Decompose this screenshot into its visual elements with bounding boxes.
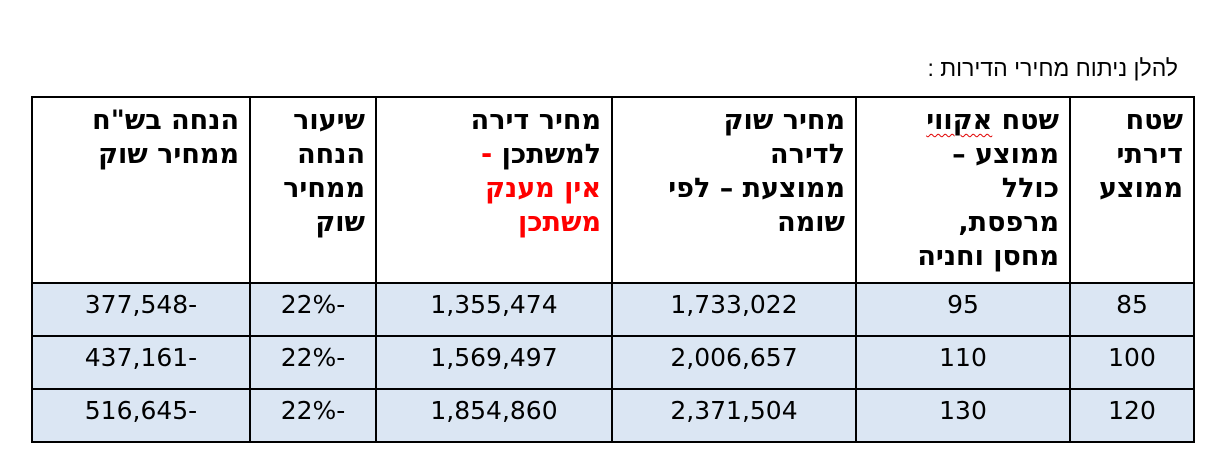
cell-rooms-area: 100 (1069, 335, 1195, 390)
cell-buyer-price: 1,355,474 (375, 282, 613, 337)
cell-discount-rate: -22% (249, 282, 377, 337)
cell-discount-nis: -516,645 (31, 388, 251, 443)
cell-market-price: 1,733,022 (611, 282, 857, 337)
cell-rooms-area: 85 (1069, 282, 1195, 337)
intro-caption: להלן ניתוח מחירי הדירות : (927, 55, 1178, 81)
table-header-row: שטח דירתי ממוצע שטח אקווי ממוצע – כולל מ… (31, 96, 1195, 284)
cell-market-price: 2,371,504 (611, 388, 857, 443)
header-average-area: שטח אקווי ממוצע – כולל מרפסת, מחסן וחניה (855, 96, 1071, 284)
cell-average-area: 130 (855, 388, 1071, 443)
header-discount-nis: הנחה בש"ח ממחיר שוק (31, 96, 251, 284)
spellcheck-underlined-word: אקווי (926, 105, 993, 136)
apartment-prices-table: שטח דירתי ממוצע שטח אקווי ממוצע – כולל מ… (31, 96, 1195, 443)
cell-average-area: 110 (855, 335, 1071, 390)
table-row: 85 95 1,733,022 1,355,474 -22% -377,548 (31, 282, 1195, 337)
cell-discount-rate: -22% (249, 388, 377, 443)
header-rooms-area: שטח דירתי ממוצע (1069, 96, 1195, 284)
cell-discount-nis: -437,161 (31, 335, 251, 390)
table-row: 100 110 2,006,657 1,569,497 -22% -437,16… (31, 335, 1195, 390)
cell-buyer-price: 1,569,497 (375, 335, 613, 390)
table-row: 120 130 2,371,504 1,854,860 -22% -516,64… (31, 388, 1195, 443)
cell-rooms-area: 120 (1069, 388, 1195, 443)
cell-average-area: 95 (855, 282, 1071, 337)
cell-discount-rate: -22% (249, 335, 377, 390)
header-discount-rate: שיעור הנחה ממחיר שוק (249, 96, 377, 284)
cell-discount-nis: -377,548 (31, 282, 251, 337)
header-market-price: מחיר שוק לדירה ממוצעת – לפי שומה (611, 96, 857, 284)
cell-market-price: 2,006,657 (611, 335, 857, 390)
header-buyer-price: מחיר דירה למשתכן - אין מענק משתכן (375, 96, 613, 284)
cell-buyer-price: 1,854,860 (375, 388, 613, 443)
